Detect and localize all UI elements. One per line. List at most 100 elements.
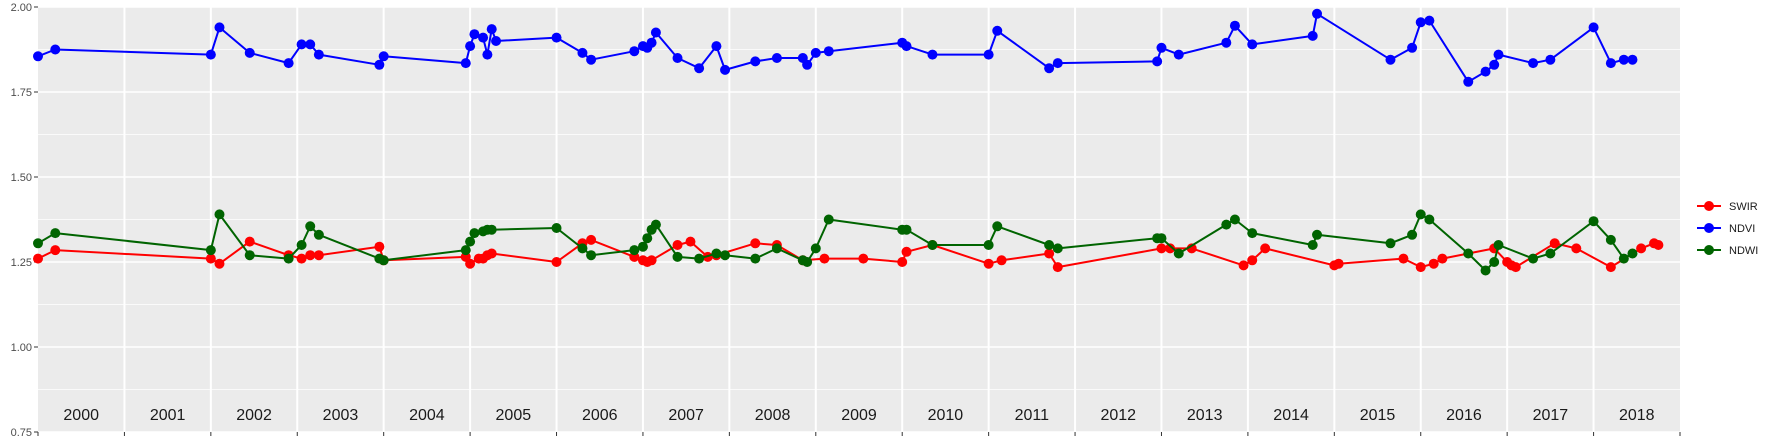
legend-marker-swir xyxy=(1704,201,1714,211)
data-point-ndwi xyxy=(1247,228,1258,239)
data-point-swir xyxy=(858,253,869,264)
data-point-swir xyxy=(465,258,476,269)
data-point-ndwi xyxy=(711,248,722,259)
y-tick-label: 2.00 xyxy=(11,2,32,14)
data-point-ndvi xyxy=(750,56,761,67)
data-point-ndvi xyxy=(672,53,683,63)
data-point-swir xyxy=(1415,262,1426,273)
year-label: 2011 xyxy=(1015,407,1050,424)
data-point-ndvi xyxy=(1221,37,1232,48)
data-point-swir xyxy=(305,250,316,261)
data-point-ndwi xyxy=(244,250,255,261)
data-point-ndvi xyxy=(491,36,502,46)
data-point-ndwi xyxy=(694,253,705,264)
data-point-ndwi xyxy=(810,243,821,254)
data-point-ndvi xyxy=(374,59,385,70)
year-label: 2005 xyxy=(496,407,532,424)
data-point-ndwi xyxy=(378,255,389,266)
data-point-ndvi xyxy=(1312,8,1323,19)
data-point-ndvi xyxy=(1618,54,1629,65)
data-point-ndvi xyxy=(1545,54,1556,65)
data-point-swir xyxy=(672,240,683,250)
data-point-swir xyxy=(1549,238,1560,249)
data-point-ndwi xyxy=(650,219,661,230)
y-tick-label: 1.25 xyxy=(11,257,32,269)
year-label: 2017 xyxy=(1533,407,1569,424)
data-point-ndwi xyxy=(586,250,597,261)
data-point-ndwi xyxy=(1407,229,1418,240)
data-point-ndwi xyxy=(33,238,43,249)
data-point-ndvi xyxy=(1493,49,1504,60)
data-point-ndvi xyxy=(1605,58,1616,69)
data-point-ndvi xyxy=(1407,42,1418,53)
data-point-ndvi xyxy=(378,51,389,62)
data-point-ndwi xyxy=(823,214,834,225)
data-point-ndvi xyxy=(469,29,480,40)
legend-label-swir: SWIR xyxy=(1729,201,1758,213)
data-point-ndwi xyxy=(296,240,307,250)
data-point-ndwi xyxy=(1052,243,1063,254)
year-label: 2008 xyxy=(755,407,791,424)
data-point-ndvi xyxy=(586,54,597,65)
data-point-ndvi xyxy=(1489,59,1500,70)
data-point-ndvi xyxy=(478,32,489,43)
data-point-ndvi xyxy=(927,49,938,60)
year-label: 2018 xyxy=(1619,407,1655,424)
data-point-ndwi xyxy=(465,236,476,247)
data-point-ndvi xyxy=(244,47,255,58)
data-point-ndvi xyxy=(1385,54,1396,65)
data-point-ndvi xyxy=(983,49,994,60)
data-point-ndwi xyxy=(1605,234,1616,245)
data-point-ndwi xyxy=(283,253,294,264)
data-point-swir xyxy=(296,253,307,264)
data-point-swir xyxy=(1653,240,1664,250)
legend-label-ndvi: NDVI xyxy=(1729,223,1755,235)
data-point-ndvi xyxy=(205,49,216,60)
data-point-ndwi xyxy=(720,250,731,261)
year-label: 2004 xyxy=(409,407,445,424)
data-point-ndvi xyxy=(992,25,1003,36)
data-point-ndwi xyxy=(629,245,640,256)
data-point-ndwi xyxy=(637,241,648,252)
data-point-ndvi xyxy=(1052,58,1063,69)
data-point-swir xyxy=(996,255,1007,266)
data-point-ndvi xyxy=(1588,22,1599,33)
data-point-swir xyxy=(551,257,562,267)
data-point-ndwi xyxy=(577,243,588,254)
data-point-ndvi xyxy=(1044,63,1055,74)
data-point-swir xyxy=(1052,262,1063,273)
legend-label-ndwi: NDWI xyxy=(1729,245,1758,257)
data-point-swir xyxy=(1333,258,1344,269)
year-label: 2013 xyxy=(1187,407,1223,424)
data-point-ndwi xyxy=(1480,265,1491,276)
data-point-ndvi xyxy=(1307,30,1318,41)
data-point-ndvi xyxy=(214,22,225,33)
data-point-swir xyxy=(1605,262,1616,273)
data-point-ndvi xyxy=(694,63,705,74)
data-point-swir xyxy=(646,255,657,266)
data-point-ndvi xyxy=(1415,17,1426,28)
data-point-ndwi xyxy=(1618,253,1629,264)
data-point-swir xyxy=(1636,243,1647,254)
data-point-ndwi xyxy=(486,224,497,235)
data-point-ndvi xyxy=(1627,54,1638,65)
data-point-ndvi xyxy=(810,47,821,58)
data-point-ndwi xyxy=(1493,240,1504,250)
data-point-ndwi xyxy=(927,240,938,250)
data-point-ndvi xyxy=(771,53,782,63)
data-point-ndvi xyxy=(1463,76,1474,87)
year-label: 2000 xyxy=(63,407,99,424)
data-point-swir xyxy=(897,257,908,267)
year-label: 2007 xyxy=(668,407,704,424)
data-point-ndvi xyxy=(646,37,657,48)
data-point-swir xyxy=(33,253,43,264)
data-point-swir xyxy=(1247,255,1258,266)
data-point-ndwi xyxy=(313,229,324,240)
data-point-ndwi xyxy=(1489,257,1500,267)
data-point-swir xyxy=(1510,262,1521,273)
data-point-ndvi xyxy=(1229,20,1240,31)
data-point-swir xyxy=(313,250,324,261)
y-tick-label: 1.75 xyxy=(11,87,32,99)
data-point-ndwi xyxy=(469,228,480,239)
